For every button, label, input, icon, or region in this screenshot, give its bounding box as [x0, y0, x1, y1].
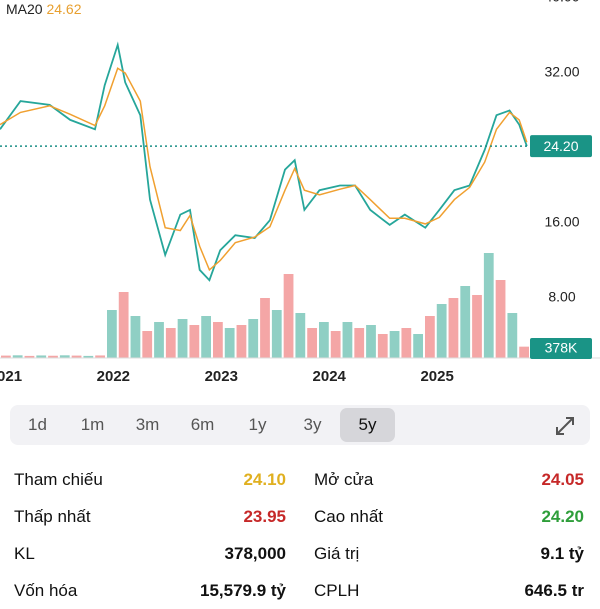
y-tick-label: 32.00 — [544, 64, 579, 80]
range-tab[interactable]: 1m — [80, 415, 105, 434]
stat-value: 24.05 — [541, 470, 584, 489]
volume-bar — [236, 325, 247, 358]
range-tabs: 1d 1m 3m 6m 1y 3y 5y — [10, 405, 590, 445]
stat-label: Cao nhất — [314, 507, 383, 526]
x-tick-label: 2023 — [205, 368, 238, 385]
volume-bar — [201, 316, 211, 358]
volume-bar — [142, 331, 153, 358]
volume-bar — [495, 280, 506, 358]
y-tick-label: 8.00 — [548, 289, 575, 305]
y-tick-label: 40.00 — [544, 0, 579, 5]
volume-bar — [271, 310, 282, 358]
volume-bar — [95, 355, 105, 358]
x-tick-label: 2025 — [420, 368, 453, 385]
volume-bar — [83, 355, 94, 358]
volume-bar — [130, 316, 141, 358]
stat-label: Vốn hóa — [14, 581, 78, 600]
volume-bar — [354, 328, 365, 358]
x-tick-label: 2022 — [97, 368, 130, 385]
volume-bar — [366, 325, 376, 358]
stat-label: CPLH — [314, 581, 360, 600]
range-tab[interactable]: 5y — [340, 408, 395, 442]
stat-row: Vốn hóa 15,579.9 tỷ CPLH 646.5 tr — [0, 573, 600, 609]
plot — [0, 41, 529, 358]
stat-value: 24.20 — [541, 507, 584, 526]
stat-value: 378,000 — [224, 544, 286, 563]
volume-bar — [24, 355, 35, 358]
price-tag-label: 24.20 — [543, 138, 578, 154]
volume-bar — [36, 355, 47, 358]
volume-bar — [401, 328, 412, 358]
volume-tag — [530, 338, 592, 359]
volume-bar — [71, 355, 82, 358]
volume-bar — [483, 253, 494, 358]
ma-legend: MA20 24.62 — [6, 1, 82, 17]
volume-bar — [295, 313, 306, 358]
volume-bar — [425, 316, 435, 358]
stat-value: 23.95 — [243, 507, 286, 526]
volume-bar — [342, 322, 353, 358]
stat-row: Thấp nhất 23.95 Cao nhất 24.20 — [0, 499, 600, 535]
volume-bar — [260, 298, 270, 358]
volume-bar — [377, 334, 388, 358]
volume-bar — [389, 331, 400, 358]
volume-bar — [48, 355, 58, 358]
volume-tag-label: 378K — [545, 340, 578, 356]
volume-bar — [213, 322, 223, 358]
volume-bar — [154, 322, 164, 358]
price-line — [0, 41, 528, 282]
range-tab[interactable]: 3m — [135, 415, 160, 434]
range-tab[interactable]: 3y — [303, 415, 322, 434]
volume-bar — [248, 319, 259, 358]
stat-value: 646.5 tr — [524, 581, 584, 600]
stat-row: KL 378,000 Giá trị 9.1 tỷ — [0, 536, 600, 572]
stat-value: 9.1 tỷ — [540, 544, 584, 563]
volume-bar — [189, 325, 200, 358]
volume-bar — [413, 334, 423, 358]
volume-bar — [107, 310, 117, 358]
volume-bar — [436, 304, 447, 358]
volume-bar — [224, 328, 235, 358]
volume-bar — [12, 355, 23, 358]
range-tab[interactable]: 1d — [28, 415, 47, 434]
stat-value: 15,579.9 tỷ — [199, 581, 286, 600]
expand-icon[interactable] — [554, 415, 576, 437]
x-tick-label: 2024 — [313, 368, 347, 385]
volume-bar — [472, 295, 482, 358]
stat-label: Tham chiếu — [14, 470, 103, 489]
stat-label: Mở cửa — [314, 470, 374, 489]
volume-bar — [165, 328, 176, 358]
y-tick-label: 16.00 — [544, 214, 579, 230]
volume-bar — [330, 331, 341, 358]
range-tab[interactable]: 6m — [190, 415, 215, 434]
stat-value: 24.10 — [243, 470, 286, 489]
volume-bar — [460, 286, 471, 358]
stat-label: Thấp nhất — [14, 507, 91, 526]
volume-bar — [118, 292, 129, 358]
stat-row: Tham chiếu 24.10 Mở cửa 24.05 — [0, 462, 600, 498]
ma-line — [0, 67, 528, 272]
volume-bar — [519, 346, 529, 358]
chart: MA20 24.62 40.00 32.00 16.00 8.00 2021 2022 20… — [0, 0, 600, 385]
range-tab[interactable]: 1y — [248, 415, 267, 434]
volume-bar — [507, 313, 518, 358]
volume-bar — [319, 322, 329, 358]
x-tick-label: 2021 — [0, 368, 22, 385]
volume-bar — [1, 355, 11, 358]
volume-bar — [307, 328, 317, 358]
price-tag — [530, 135, 592, 158]
stat-label: Giá trị — [314, 544, 360, 563]
volume-bar — [59, 355, 70, 358]
volume-bar — [448, 298, 459, 358]
stat-label: KL — [14, 544, 35, 563]
volume-bar — [177, 319, 188, 358]
volume-bar — [283, 274, 294, 358]
